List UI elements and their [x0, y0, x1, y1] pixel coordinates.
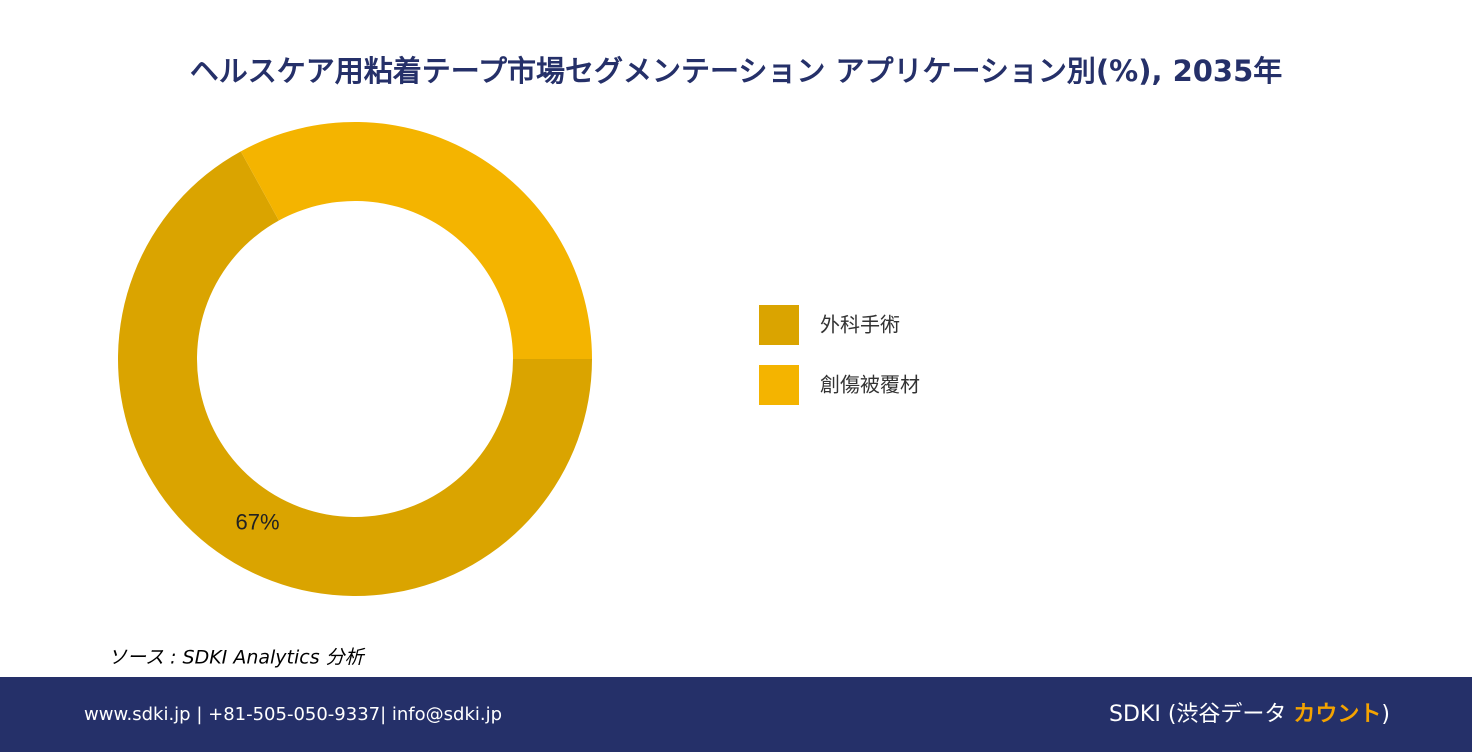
value-label: 67% — [235, 510, 279, 535]
brand-text: ) — [1381, 702, 1390, 727]
donut-segment — [117, 151, 592, 597]
legend-label: 外科手術 — [820, 313, 900, 337]
donut-segment — [240, 122, 592, 360]
legend-label: 創傷被覆材 — [820, 373, 920, 397]
brand-text: SDKI (渋谷データ — [1109, 702, 1293, 727]
chart-title: ヘルスケア用粘着テープ市場セグメンテーション アプリケーション別(%), 203… — [190, 54, 1283, 88]
brand-highlight: カウント — [1293, 702, 1381, 727]
footer-band — [0, 677, 1472, 752]
footer-brand: SDKI (渋谷データ カウント) — [1109, 702, 1390, 727]
source: ソース : SDKI Analytics 分析 — [108, 647, 366, 669]
legend-swatch — [759, 305, 799, 345]
footer-contact: www.sdki.jp | +81-505-050-9337| info@sdk… — [84, 704, 502, 725]
legend-swatch — [759, 365, 799, 405]
donut: 67% — [117, 122, 592, 597]
